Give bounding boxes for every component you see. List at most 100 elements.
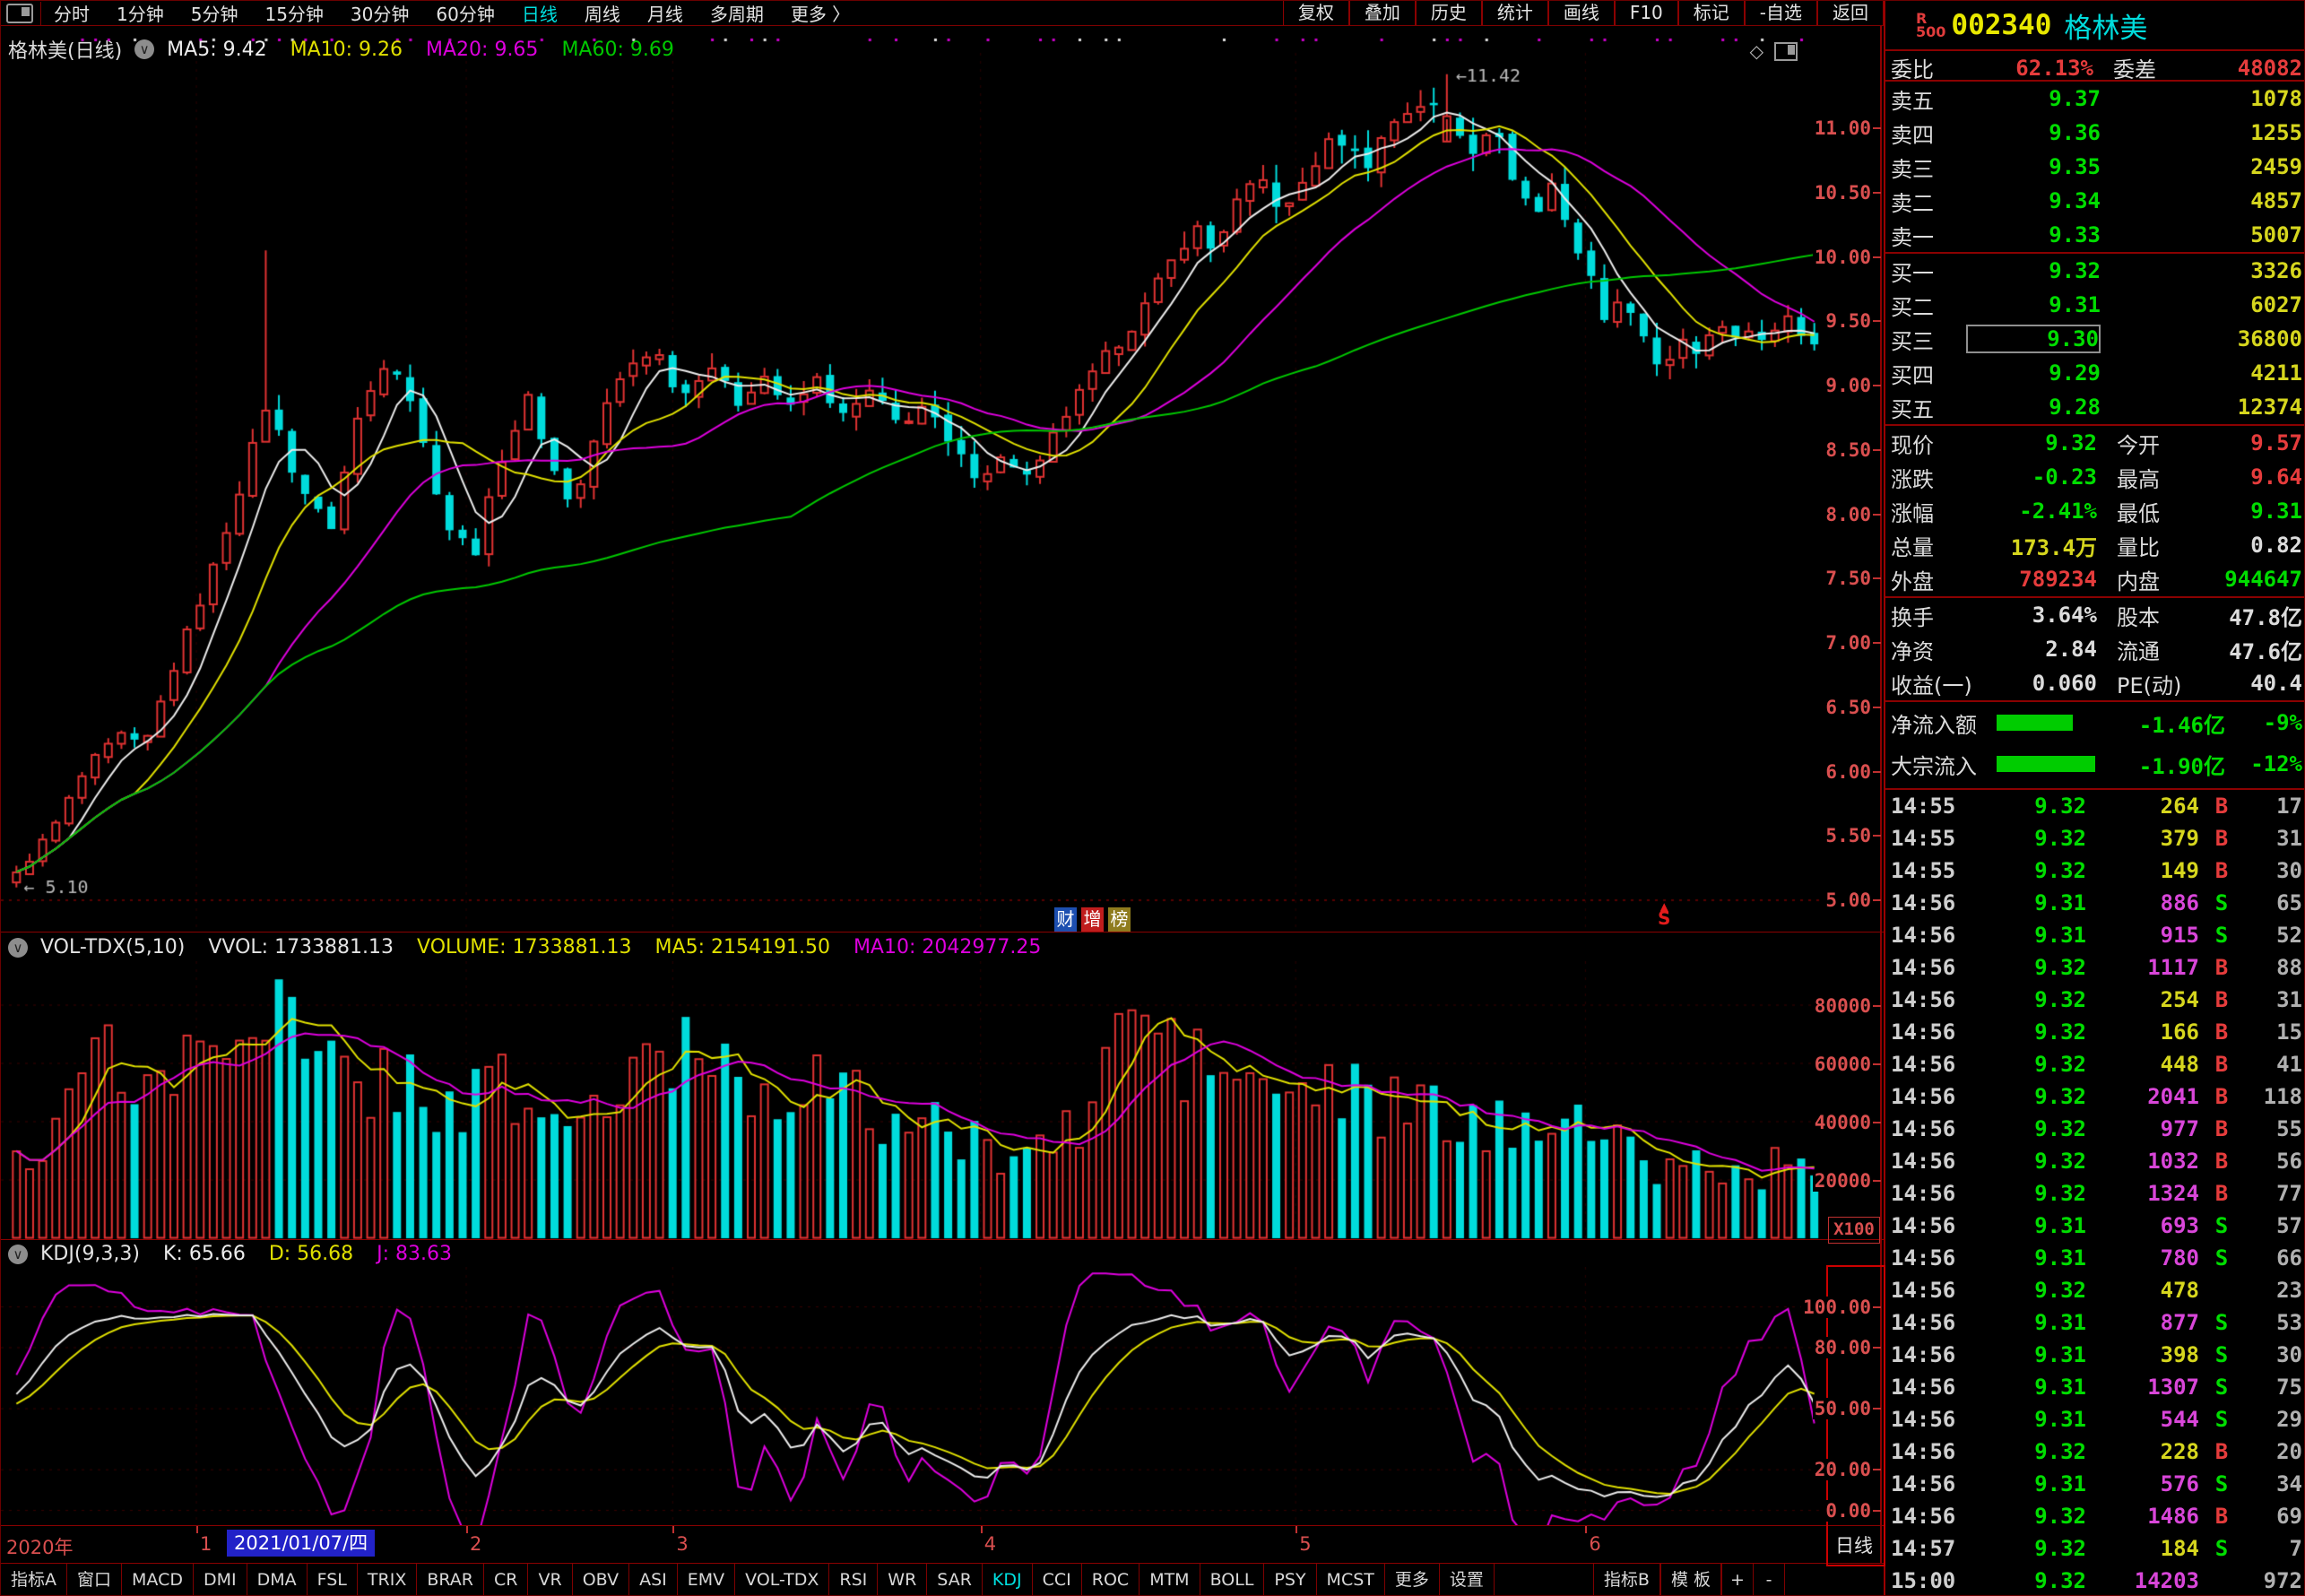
stock-tag-增[interactable]: 增 [1081, 907, 1104, 932]
bid-row-买三[interactable]: 买三 9.30 36800 [1885, 322, 2304, 356]
indicator-button-指标A[interactable]: 指标A [1, 1564, 67, 1595]
indicator-button-模 板[interactable]: 模 板 [1659, 1564, 1721, 1595]
tick-row: 14:55 9.32 264 B 17 [1885, 790, 2304, 822]
bid-row-买一[interactable]: 买一 9.32 3326 [1885, 254, 2304, 288]
indicator-button-WR[interactable]: WR [878, 1564, 928, 1595]
period-button-月线[interactable]: 月线 [646, 4, 683, 25]
ask-row-卖四[interactable]: 卖四 9.36 1255 [1885, 116, 2304, 150]
period-button-1分钟[interactable]: 1分钟 [117, 4, 164, 25]
indicator-button-EMV[interactable]: EMV [678, 1564, 736, 1595]
chevron-down-icon[interactable]: ∨ [8, 937, 28, 958]
header-value: D: 56.68 [268, 1243, 354, 1265]
indicator-button-MACD[interactable]: MACD [122, 1564, 194, 1595]
bid-row-买二[interactable]: 买二 9.31 6027 [1885, 288, 2304, 322]
indicator-button-DMA[interactable]: DMA [247, 1564, 308, 1595]
panel-layout-icon[interactable] [1774, 41, 1798, 61]
level-price: 9.37 [2049, 86, 2101, 111]
tick-price: 9.32 [2034, 1181, 2086, 1206]
indicator-button-RSI[interactable]: RSI [829, 1564, 879, 1595]
tick-time: 14:55 [1891, 794, 1956, 819]
diamond-icon[interactable]: ◇ [1749, 40, 1763, 62]
level-quantity: 12374 [2237, 395, 2302, 420]
bid-row-买四[interactable]: 买四 9.29 4211 [1885, 356, 2304, 390]
indicator-button-ASI[interactable]: ASI [629, 1564, 678, 1595]
indicator-button-指标B[interactable]: 指标B [1592, 1564, 1660, 1595]
period-button-60分钟[interactable]: 60分钟 [436, 4, 495, 25]
chevron-down-icon[interactable]: ∨ [134, 39, 155, 59]
indicator-button-ROC[interactable]: ROC [1082, 1564, 1140, 1595]
stock-tag-财[interactable]: 财 [1054, 907, 1077, 932]
kdj-header: ∨ KDJ(9,3,3) K: 65.66 D: 56.68 J: 83.63 [8, 1243, 475, 1265]
tick-price: 9.32 [2034, 955, 2086, 980]
period-button-15分钟[interactable]: 15分钟 [264, 4, 324, 25]
tool-button-复权[interactable]: 复权 [1282, 1, 1349, 25]
period-button-5分钟[interactable]: 5分钟 [190, 4, 238, 25]
info-value: 789234 [2019, 567, 2097, 592]
period-button-日线[interactable]: 日线 [521, 4, 558, 25]
flow-label: 净流入额 [1891, 712, 1977, 738]
indicator-button-BRAR[interactable]: BRAR [417, 1564, 485, 1595]
indicator-button-OBV[interactable]: OBV [573, 1564, 630, 1595]
indicator-button-MTM[interactable]: MTM [1140, 1564, 1200, 1595]
kdj-canvas[interactable] [1, 1267, 1884, 1525]
zoom-in-button[interactable]: + [1721, 1564, 1754, 1595]
indicator-button-MCST[interactable]: MCST [1317, 1564, 1385, 1595]
level-price: 9.33 [2049, 222, 2101, 247]
indicator-button-VR[interactable]: VR [528, 1564, 573, 1595]
ask-row-卖一[interactable]: 卖一 9.33 5007 [1885, 218, 2304, 252]
indicator-button-窗口[interactable]: 窗口 [67, 1564, 123, 1595]
period-button-多周期[interactable]: 多周期 [709, 4, 764, 25]
tool-button-历史[interactable]: 历史 [1415, 1, 1482, 25]
candlestick-pane: 格林美(日线) ∨ MA5: 9.42 MA10: 9.26 MA20: 9.65 M… [1, 26, 1884, 932]
indicator-button-KDJ[interactable]: KDJ [983, 1564, 1033, 1595]
indicator-button-CCI[interactable]: CCI [1033, 1564, 1082, 1595]
period-button-分时[interactable]: 分时 [54, 4, 90, 25]
tick-count: 65 [2276, 890, 2302, 915]
indicator-button-FSL[interactable]: FSL [308, 1564, 358, 1595]
info-label: 涨幅 [1891, 500, 1934, 526]
indicator-button-PSY[interactable]: PSY [1264, 1564, 1317, 1595]
volume-canvas[interactable] [1, 961, 1884, 1239]
zoom-out-button[interactable]: - [1754, 1564, 1785, 1595]
chevron-down-icon[interactable]: ∨ [8, 1244, 28, 1264]
tool-button-返回[interactable]: 返回 [1817, 1, 1884, 25]
tick-time: 14:56 [1891, 1375, 1956, 1400]
tool-button--自选[interactable]: -自选 [1744, 1, 1817, 25]
bid-row-买五[interactable]: 买五 9.28 12374 [1885, 390, 2304, 424]
money-flow-block: 净流入额 -1.46亿 -9% 大宗流入 -1.90亿 -12% [1885, 702, 2304, 785]
period-button-30分钟[interactable]: 30分钟 [350, 4, 410, 25]
indicator-button-CR[interactable]: CR [484, 1564, 529, 1595]
tool-button-画线[interactable]: 画线 [1547, 1, 1615, 25]
indicator-button-TRIX[interactable]: TRIX [358, 1564, 418, 1595]
candlestick-canvas[interactable] [1, 26, 1884, 932]
window-icon[interactable] [6, 3, 33, 23]
tick-time: 14:56 [1891, 1471, 1956, 1496]
indicator-button-设置[interactable]: 设置 [1440, 1564, 1495, 1595]
period-button-更多 〉[interactable]: 更多 〉 [790, 4, 851, 25]
info-label: 涨跌 [1891, 466, 1934, 492]
ask-row-卖二[interactable]: 卖二 9.34 4857 [1885, 184, 2304, 218]
indicator-button-VOL-TDX[interactable]: VOL-TDX [735, 1564, 830, 1595]
tick-direction: B [2214, 1181, 2229, 1206]
indicator-button-SAR[interactable]: SAR [927, 1564, 983, 1595]
stock-tag-榜[interactable]: 榜 [1108, 907, 1131, 932]
tick-row: 14:56 9.31 886 S 65 [1885, 887, 2304, 919]
divider [1885, 80, 2304, 82]
tick-time: 14:56 [1891, 1407, 1956, 1432]
month-tick [1585, 1526, 1588, 1533]
tick-time: 15:00 [1891, 1568, 1956, 1593]
tick-direction: B [2214, 1084, 2229, 1109]
tick-volume: 576 [2160, 1471, 2199, 1496]
ask-row-卖五[interactable]: 卖五 9.37 1078 [1885, 82, 2304, 116]
indicator-button-DMI[interactable]: DMI [194, 1564, 247, 1595]
ask-row-卖三[interactable]: 卖三 9.35 2459 [1885, 150, 2304, 184]
tick-count: 31 [2276, 987, 2302, 1012]
indicator-button-更多[interactable]: 更多 [1385, 1564, 1440, 1595]
tool-button-标记[interactable]: 标记 [1677, 1, 1745, 25]
tool-button-F10[interactable]: F10 [1614, 1, 1678, 25]
period-button-周线[interactable]: 周线 [584, 4, 620, 25]
indicator-button-BOLL[interactable]: BOLL [1200, 1564, 1265, 1595]
tool-button-统计[interactable]: 统计 [1481, 1, 1548, 25]
tool-button-叠加[interactable]: 叠加 [1348, 1, 1416, 25]
tick-price: 9.31 [2034, 1375, 2086, 1400]
